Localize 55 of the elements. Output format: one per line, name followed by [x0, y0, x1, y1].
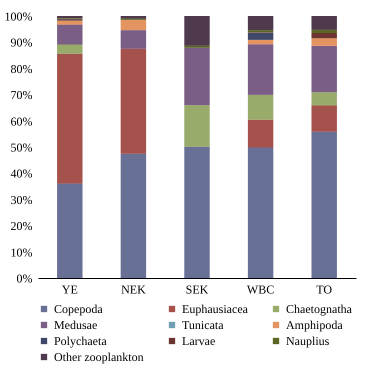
- x-tick-label: NEK: [121, 282, 146, 296]
- bar: [248, 120, 274, 148]
- x-tick-label: WBC: [246, 282, 274, 296]
- bar: [248, 94, 274, 120]
- bar: [184, 48, 210, 106]
- legend-label: Other zooplankton: [54, 350, 144, 364]
- y-tick-label: 80%: [10, 62, 32, 76]
- y-tick-label: 20%: [10, 219, 32, 234]
- legend-label: Chaetognatha: [286, 302, 353, 316]
- bar: [311, 105, 337, 132]
- bar: [120, 30, 146, 49]
- legend-label: Larvae: [182, 334, 216, 348]
- bar: [120, 20, 146, 30]
- bar: [248, 40, 274, 44]
- x-tick-label: YE: [62, 282, 78, 296]
- bar: [248, 44, 274, 95]
- y-tick-label: 30%: [10, 192, 32, 207]
- bar: [311, 33, 337, 38]
- bar: [184, 146, 210, 278]
- bar: [57, 20, 83, 25]
- bar: [248, 148, 274, 278]
- y-tick-label: 10%: [10, 245, 32, 260]
- bar: [248, 32, 274, 40]
- legend-label: Amphipoda: [286, 318, 344, 332]
- legend-label: Euphausiacea: [182, 302, 249, 316]
- legend-label: Medusae: [54, 318, 98, 332]
- y-tick-label: 100%: [4, 10, 32, 24]
- y-tick-label: 40%: [10, 166, 32, 181]
- bar: [184, 105, 210, 147]
- legend-label: Tunicata: [182, 318, 224, 332]
- bar: [311, 16, 337, 30]
- y-tick-label: 90%: [10, 36, 32, 50]
- legend-label: Copepoda: [54, 302, 104, 316]
- bar: [248, 16, 274, 30]
- x-tick-label: SEK: [186, 282, 209, 296]
- bar: [311, 132, 337, 278]
- bar: [57, 54, 83, 184]
- legend-label: Nauplius: [286, 334, 330, 348]
- bar: [57, 24, 83, 45]
- bar: [311, 30, 337, 34]
- y-tick-label: 60%: [10, 114, 32, 128]
- bar: [120, 48, 146, 154]
- legend-label: Polychaeta: [54, 334, 108, 348]
- x-tick-label: TO: [316, 282, 332, 296]
- bar: [311, 38, 337, 46]
- bar: [120, 154, 146, 278]
- bar: [57, 44, 83, 54]
- y-tick-label: 70%: [10, 88, 32, 102]
- y-tick-label: 50%: [10, 140, 32, 154]
- bar: [57, 184, 83, 278]
- bar: [311, 46, 337, 92]
- bar: [311, 92, 337, 106]
- y-tick-label: 0%: [16, 272, 32, 286]
- bar: [184, 16, 210, 46]
- bar: [120, 16, 146, 19]
